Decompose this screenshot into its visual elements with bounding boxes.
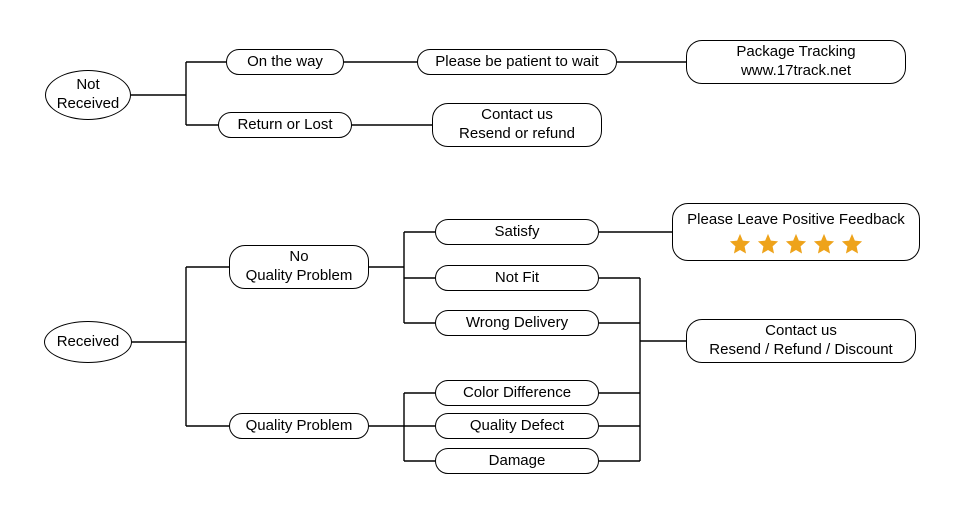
node-text: Please be patient to wait (435, 53, 598, 72)
star-icon (841, 233, 863, 255)
node-text: On the way (247, 53, 323, 72)
node-text: No (289, 248, 308, 267)
node-contact-resend-refund: Contact us Resend or refund (432, 103, 602, 147)
node-text: Received (57, 95, 120, 114)
node-text: Contact us (765, 322, 837, 341)
star-icon (729, 233, 751, 255)
node-text: Quality Defect (470, 417, 564, 436)
node-text: Satisfy (494, 223, 539, 242)
node-text: Quality Problem (246, 417, 353, 436)
node-text: Not (76, 76, 99, 95)
star-icon (757, 233, 779, 255)
node-text: Package Tracking (736, 43, 855, 62)
node-text: Return or Lost (237, 116, 332, 135)
node-satisfy: Satisfy (435, 219, 599, 245)
node-text: Please Leave Positive Feedback (687, 211, 905, 230)
node-return-or-lost: Return or Lost (218, 112, 352, 138)
node-color-difference: Color Difference (435, 380, 599, 406)
node-text: Wrong Delivery (466, 314, 568, 333)
node-text: www.17track.net (741, 62, 851, 81)
node-text: Resend or refund (459, 125, 575, 144)
node-no-quality-problem: No Quality Problem (229, 245, 369, 289)
node-text: Resend / Refund / Discount (709, 341, 892, 360)
node-text: Contact us (481, 106, 553, 125)
star-icon (785, 233, 807, 255)
node-text: Received (57, 333, 120, 352)
node-wrong-delivery: Wrong Delivery (435, 310, 599, 336)
node-text: Not Fit (495, 269, 539, 288)
node-text: Color Difference (463, 384, 571, 403)
node-text: Damage (489, 452, 546, 471)
star-icon (813, 233, 835, 255)
node-not-received: Not Received (45, 70, 131, 120)
node-contact-rrd: Contact us Resend / Refund / Discount (686, 319, 916, 363)
node-patient-wait: Please be patient to wait (417, 49, 617, 75)
node-quality-defect: Quality Defect (435, 413, 599, 439)
node-positive-feedback: Please Leave Positive Feedback (672, 203, 920, 261)
node-package-tracking: Package Tracking www.17track.net (686, 40, 906, 84)
node-not-fit: Not Fit (435, 265, 599, 291)
node-damage: Damage (435, 448, 599, 474)
node-received: Received (44, 321, 132, 363)
star-rating (729, 233, 863, 255)
node-quality-problem: Quality Problem (229, 413, 369, 439)
node-text: Quality Problem (246, 267, 353, 286)
node-on-the-way: On the way (226, 49, 344, 75)
